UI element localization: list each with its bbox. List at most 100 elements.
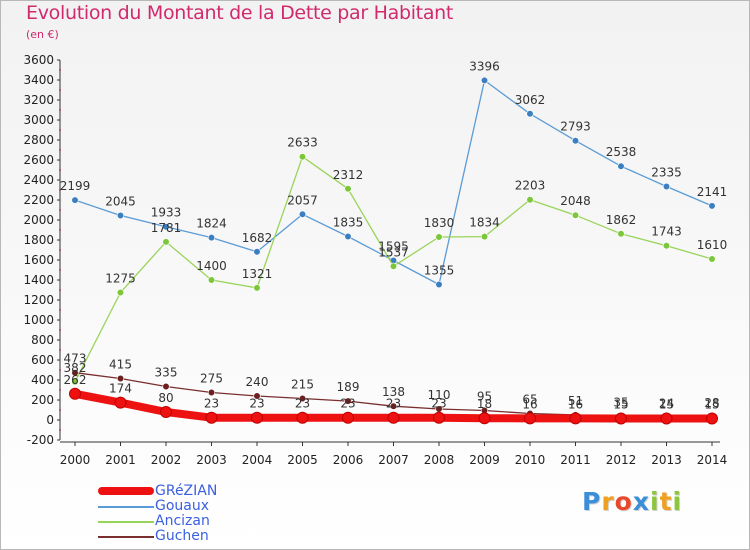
data-label-ancizan: 1610: [697, 238, 728, 252]
y-tick-label: 2800: [23, 133, 54, 147]
data-label-gouaux: 1933: [151, 206, 182, 220]
data-label-ancizan: 382: [64, 361, 87, 375]
data-point-guchen: [389, 402, 398, 410]
x-tick-label: 2006: [333, 453, 364, 467]
y-tick-label: 2200: [23, 193, 54, 207]
data-point-guchen: [116, 374, 125, 383]
data-label-guchen: 51: [568, 394, 583, 408]
legend: GRéZIAN Gouaux Ancizan Guchen: [98, 483, 298, 544]
data-point-ancizan: [116, 288, 125, 297]
data-label-guchen: 335: [155, 366, 178, 380]
data-point-gouaux: [207, 234, 216, 242]
data-label-grézian: 174: [109, 382, 132, 396]
data-label-grézian: 23: [204, 397, 219, 411]
data-label-ancizan: 2633: [287, 136, 318, 150]
data-label-ancizan: 1830: [424, 216, 455, 230]
data-point-grézian: [342, 411, 354, 424]
data-label-guchen: 35: [613, 396, 628, 410]
x-tick-label: 2005: [287, 453, 318, 467]
y-tick-label: 2600: [23, 153, 54, 167]
x-tick-label: 2004: [242, 453, 273, 467]
logo-letter: i: [650, 487, 660, 516]
data-point-ancizan: [162, 238, 170, 246]
data-point-ancizan: [389, 262, 398, 270]
y-tick-label: 1200: [23, 293, 54, 307]
data-label-grézian: 262: [64, 373, 87, 387]
data-point-ancizan: [435, 233, 443, 241]
x-tick-label: 2013: [651, 453, 682, 467]
data-label-guchen: 215: [291, 378, 314, 392]
data-label-grézian: 80: [158, 391, 173, 405]
data-label-guchen: 110: [428, 388, 451, 402]
data-point-grézian: [433, 411, 445, 424]
x-tick-label: 2002: [151, 453, 182, 467]
data-point-guchen: [71, 369, 79, 377]
legend-label-grezian: GRéZIAN: [155, 483, 218, 499]
logo-letter: P: [582, 487, 602, 516]
data-point-gouaux: [435, 280, 443, 289]
legend-swatch-guchen: [98, 536, 154, 538]
data-point-ancizan: [207, 276, 216, 284]
y-tick-label: 1600: [23, 253, 54, 267]
data-label-ancizan: 1834: [469, 216, 500, 230]
data-label-gouaux: 1824: [196, 217, 227, 231]
data-point-guchen: [344, 397, 352, 405]
data-label-guchen: 473: [64, 352, 87, 366]
y-tick-label: 2000: [23, 213, 54, 227]
chart-title: Evolution du Montant de la Dette par Hab…: [26, 2, 454, 24]
data-label-gouaux: 2538: [606, 145, 637, 159]
data-point-grézian: [524, 412, 536, 425]
x-tick-label: 2008: [424, 453, 455, 467]
data-label-grézian: 16: [522, 397, 537, 411]
data-point-guchen: [162, 382, 170, 391]
data-point-ancizan: [708, 255, 716, 263]
data-point-grézian: [114, 396, 127, 409]
logo-letter: r: [601, 487, 615, 516]
legend-label-guchen: Guchen: [155, 528, 209, 544]
data-point-grézian: [478, 412, 491, 425]
data-point-gouaux: [162, 223, 170, 231]
data-point-grézian: [615, 412, 627, 425]
x-tick-label: 2003: [196, 453, 227, 467]
data-point-gouaux: [617, 162, 625, 170]
data-label-grézian: 15: [659, 398, 674, 412]
x-tick-label: 2009: [469, 453, 500, 467]
data-label-guchen: 275: [200, 372, 223, 386]
chart-unit: (en €): [26, 28, 59, 41]
x-tick-label: 2007: [378, 453, 409, 467]
data-label-gouaux: 1682: [242, 231, 273, 245]
data-label-gouaux: 2141: [697, 185, 728, 199]
data-point-gouaux: [298, 210, 307, 218]
data-label-gouaux: 3062: [515, 93, 546, 107]
data-label-gouaux: 1835: [333, 216, 364, 230]
data-label-gouaux: 1355: [424, 264, 455, 278]
y-tick-label: -200: [27, 433, 54, 447]
y-tick-label: 200: [31, 393, 54, 407]
data-label-ancizan: 1862: [606, 213, 637, 227]
y-tick-label: 1400: [23, 273, 54, 287]
data-label-gouaux: 2793: [560, 120, 591, 134]
data-point-gouaux: [253, 248, 261, 256]
x-tick-label: 2011: [560, 453, 591, 467]
data-label-guchen: 415: [109, 358, 132, 372]
data-point-gouaux: [708, 202, 716, 210]
legend-item-gouaux: Gouaux: [98, 498, 298, 514]
data-label-grézian: 16: [568, 397, 583, 411]
data-point-gouaux: [571, 137, 580, 145]
proxiti-logo: Proxiti: [582, 487, 682, 516]
data-point-ancizan: [526, 196, 534, 204]
x-tick-label: 2001: [105, 453, 136, 467]
legend-item-grezian: GRéZIAN: [98, 483, 298, 499]
x-tick-label: 2010: [515, 453, 546, 467]
data-label-ancizan: 2048: [560, 194, 591, 208]
data-point-grézian: [251, 411, 263, 424]
data-label-guchen: 28: [704, 396, 719, 410]
data-label-ancizan: 1781: [151, 221, 182, 235]
y-tick-label: 3600: [23, 53, 54, 67]
data-label-gouaux: 3396: [469, 59, 500, 73]
legend-item-guchen: Guchen: [98, 528, 298, 544]
data-label-guchen: 24: [659, 397, 674, 411]
data-label-grézian: 15: [613, 398, 628, 412]
data-point-ancizan: [571, 211, 580, 219]
